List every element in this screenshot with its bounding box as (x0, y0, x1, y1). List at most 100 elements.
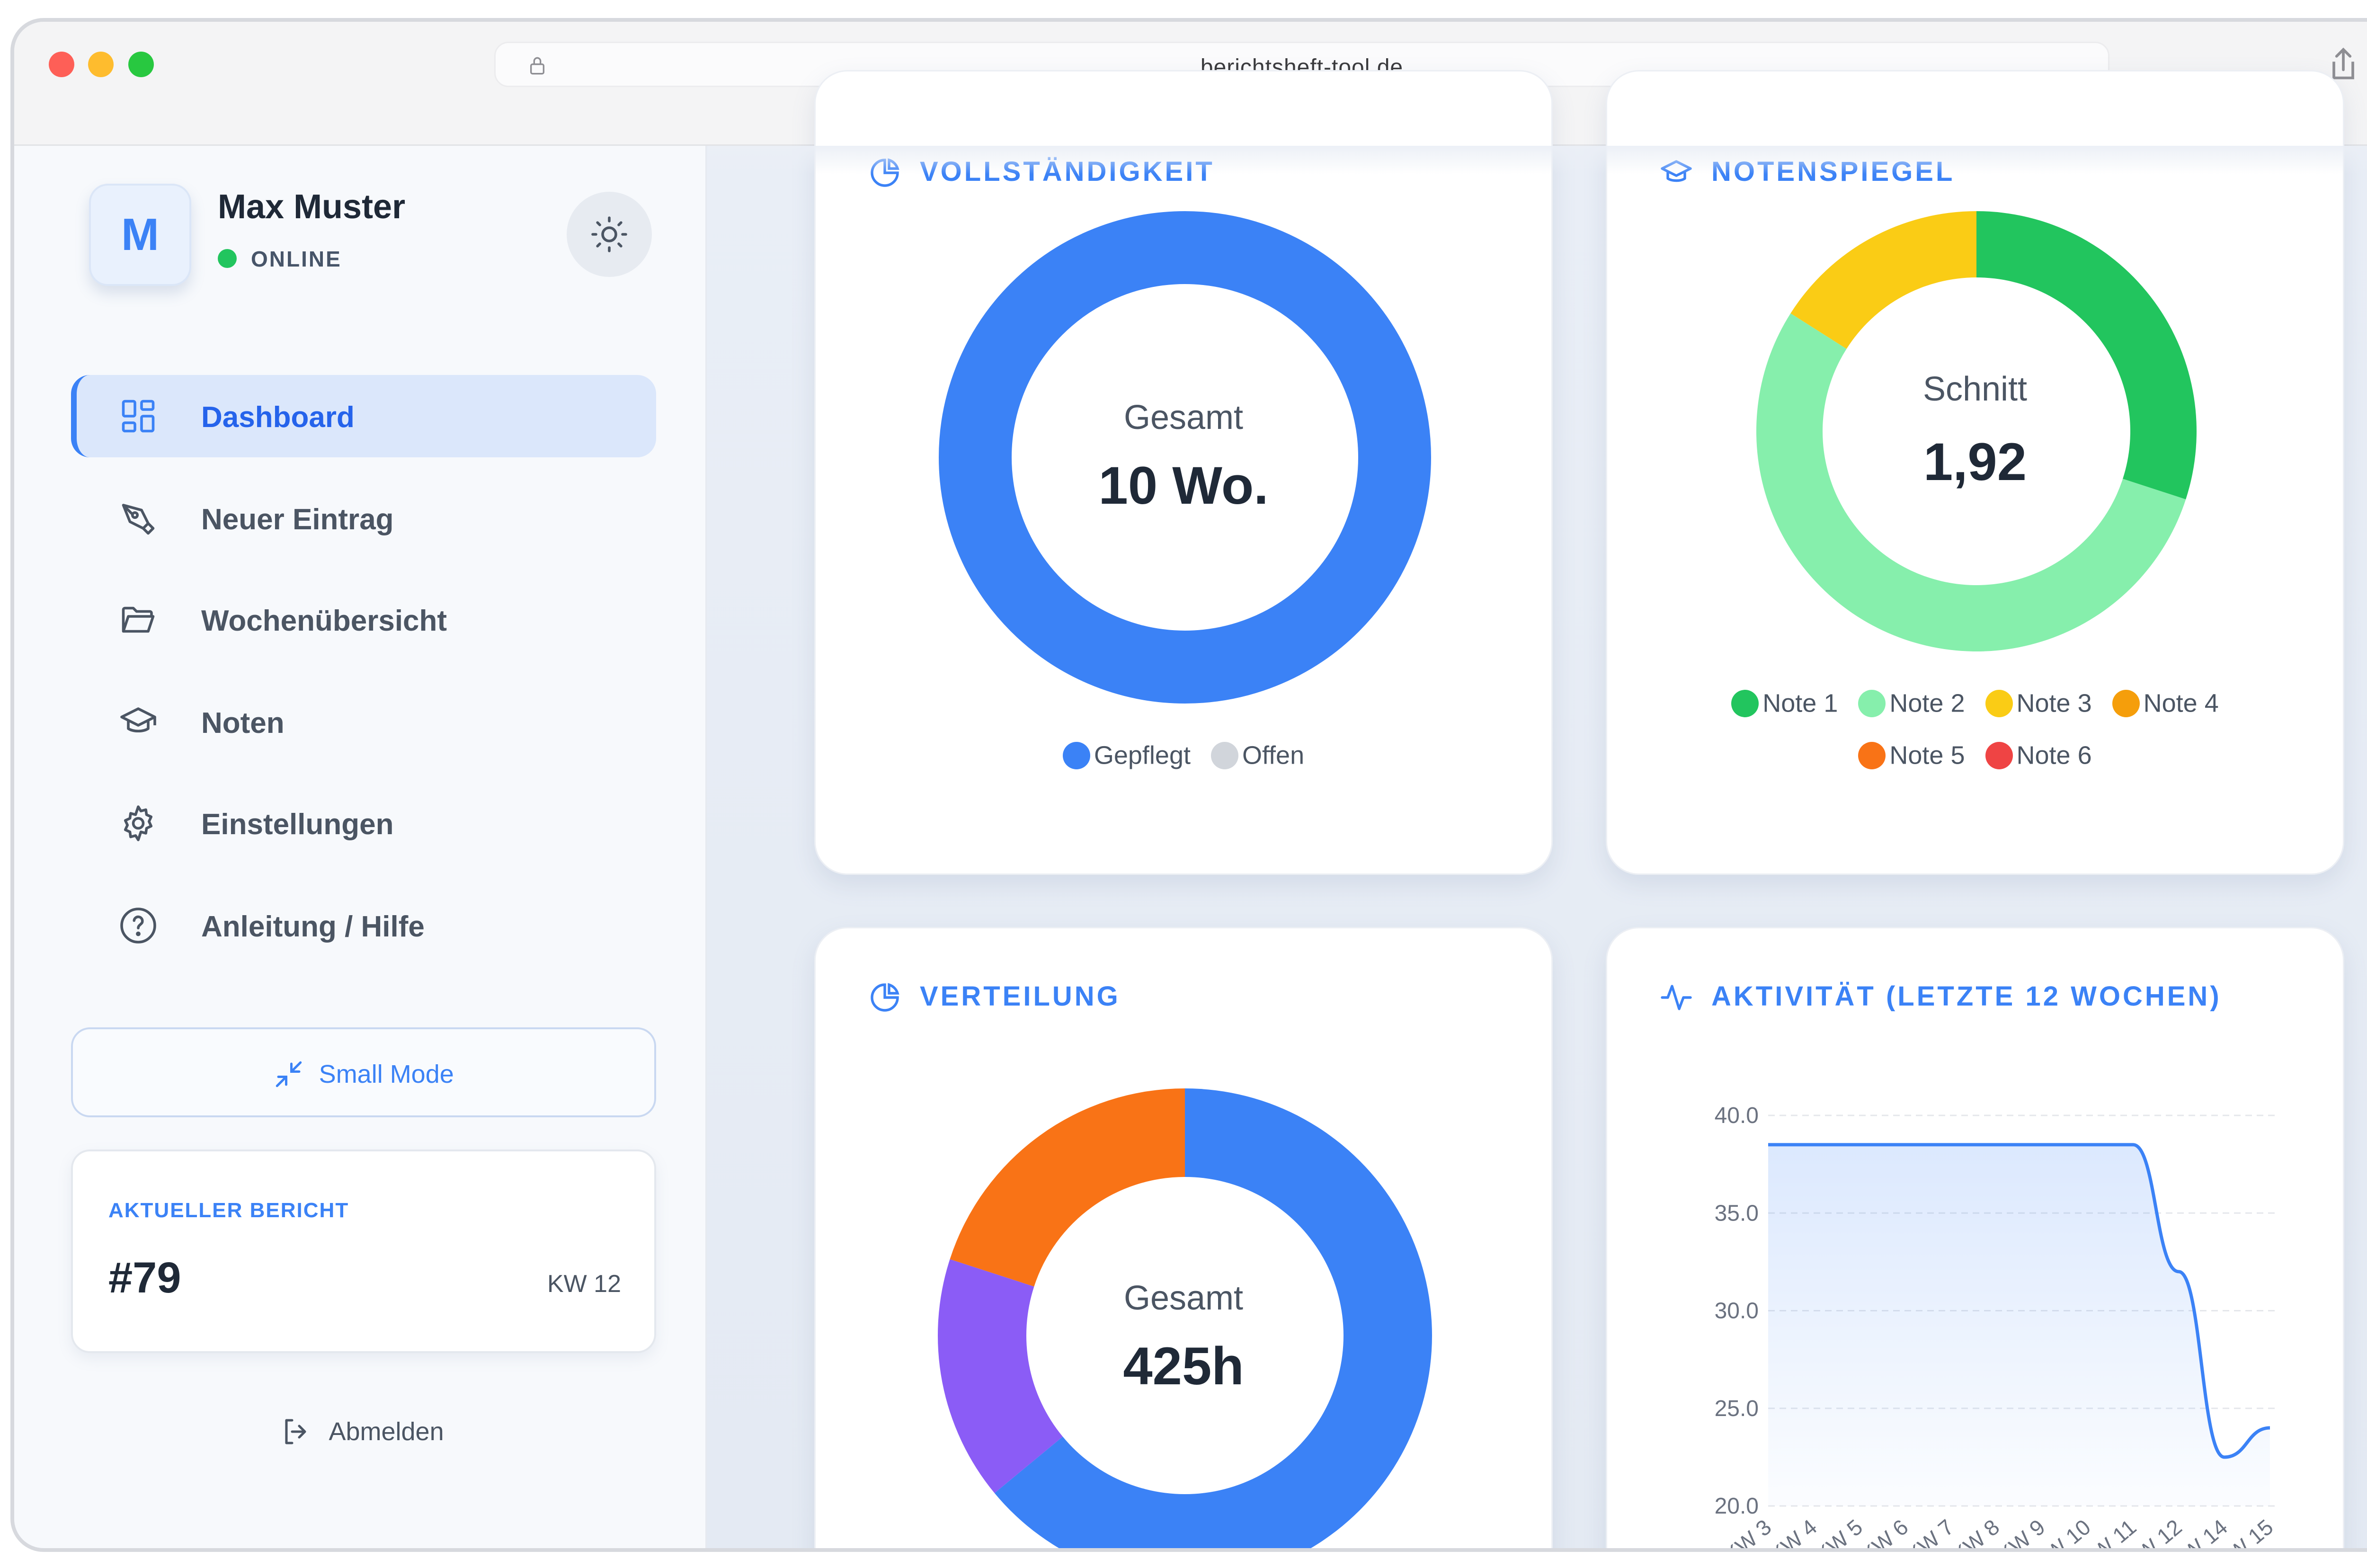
y-tick-label: 30.0 (1715, 1299, 1759, 1324)
avatar[interactable]: M (89, 184, 191, 286)
small-mode-label: Small Mode (319, 1060, 454, 1088)
grades-center-value: 1,92 (1923, 432, 2027, 491)
pie-chart-icon (871, 983, 899, 1012)
sidebar-item-label: Wochenübersicht (201, 605, 447, 637)
minimize-window-button[interactable] (88, 52, 114, 77)
legend-item-note-1[interactable]: Note 1 (1731, 687, 1838, 718)
slice-note-3[interactable] (1790, 211, 1976, 349)
legend-dot (1211, 741, 1239, 769)
sidebar-item-dashboard[interactable]: Dashboard (71, 375, 656, 457)
lock-icon (530, 57, 544, 75)
scroll-fade (708, 146, 2367, 174)
slice-note-2[interactable] (1756, 313, 2186, 651)
activity-line[interactable] (1768, 1143, 2270, 1459)
legend-item-note-2[interactable]: Note 2 (1858, 687, 1965, 718)
slice-note-1[interactable] (1976, 211, 2197, 499)
logout-icon (285, 1419, 306, 1444)
y-tick-label: 20.0 (1715, 1494, 1759, 1519)
legend-dot (1985, 689, 2013, 717)
share-icon[interactable] (2327, 45, 2360, 83)
logout-label: Abmelden (329, 1417, 444, 1446)
graduation-cap-icon (120, 707, 156, 733)
user-name: Max Muster (218, 188, 406, 226)
current-report-title: AKTUELLER BERICHT (108, 1199, 349, 1222)
grades-donut (1756, 211, 2197, 651)
sidebar-item-label: Noten (201, 707, 285, 739)
sidebar-item-label: Einstellungen (201, 808, 394, 841)
sidebar-item-noten[interactable]: Noten (71, 681, 656, 763)
distribution-title: VERTEILUNG (920, 981, 1121, 1012)
activity-pulse-icon (1661, 985, 1692, 1010)
grades-center-label: Schnitt (1922, 370, 2028, 408)
slice-blue[interactable] (994, 1088, 1432, 1552)
legend-label: Offen (1242, 741, 1305, 770)
folder-open-icon (122, 606, 155, 633)
sidebar-item-label: Dashboard (201, 401, 355, 434)
legend-label: Note 3 (2016, 689, 2092, 718)
legend-label: Note 2 (1889, 689, 1965, 718)
legend-item-offen[interactable]: Offen (1211, 739, 1304, 770)
legend-label: Note 6 (2016, 741, 2092, 770)
legend-dot (1062, 741, 1090, 769)
grades-legend-row-1: Note 1 Note 2 Note 3 Note 4 (1607, 687, 2343, 718)
close-window-button[interactable] (49, 52, 74, 77)
activity-title: AKTIVITÄT (LETZTE 12 WOCHEN) (1711, 981, 2222, 1012)
sidebar-item-einstellungen[interactable]: Einstellungen (71, 782, 656, 864)
completeness-card: VOLLSTÄNDIGKEIT Gesamt 10 Wo. Gepflegt O… (814, 70, 1553, 875)
sun-icon (591, 216, 627, 252)
completeness-center-value: 10 Wo. (1098, 456, 1269, 515)
legend-item-note-3[interactable]: Note 3 (1985, 687, 2092, 718)
distribution-center-label: Gesamt (1123, 1279, 1244, 1317)
maximize-window-button[interactable] (128, 52, 154, 77)
legend-label: Note 4 (2143, 689, 2219, 718)
legend-dot (1858, 689, 1886, 717)
legend-item-note-6[interactable]: Note 6 (1985, 739, 2092, 770)
small-mode-button[interactable]: Small Mode (71, 1027, 656, 1117)
current-report-number: #79 (108, 1254, 181, 1302)
current-report-card[interactable]: AKTUELLER BERICHT #79 KW 12 (71, 1149, 656, 1353)
online-status-dot (218, 249, 237, 268)
completeness-donut (939, 211, 1431, 704)
y-tick-label: 40.0 (1715, 1103, 1759, 1128)
activity-area (1768, 1144, 2270, 1506)
dashboard-grid-icon (122, 400, 155, 433)
activity-chart: 40.035.030.025.020.0KW 3KW 4KW 5KW 6KW 7… (1715, 1103, 2279, 1548)
current-report-week: KW 12 (547, 1270, 621, 1298)
completeness-slice-gepflegt (939, 211, 1431, 704)
legend-item-note-4[interactable]: Note 4 (2112, 687, 2219, 718)
sidebar: M Max Muster ONLINE Dashboard (14, 146, 707, 1548)
slice-orange[interactable] (950, 1088, 1185, 1287)
sidebar-item-neuer-eintrag[interactable]: Neuer Eintrag (71, 477, 656, 560)
app-content: M Max Muster ONLINE Dashboard (14, 70, 2367, 1552)
activity-card: AKTIVITÄT (LETZTE 12 WOCHEN) 40.0 35.0 30.… (1606, 927, 2344, 1548)
help-circle-icon (120, 908, 156, 944)
pen-tool-icon (122, 504, 155, 535)
browser-window: berichtsheft-tool.de M Max Muster ONLINE (10, 18, 2367, 1552)
gear-icon (124, 805, 153, 841)
grades-card: NOTENSPIEGEL Schnitt 1,92 Note 1 Note 2 … (1606, 70, 2344, 875)
grades-legend-row-2: Note 5 Note 6 (1607, 739, 2343, 770)
distribution-card: VERTEILUNG Gesamt 425h (814, 927, 1553, 1552)
legend-dot (1985, 741, 2013, 769)
legend-dot (2112, 689, 2140, 717)
online-status-label: ONLINE (251, 247, 342, 271)
completeness-center-label: Gesamt (1123, 399, 1244, 437)
minimize-arrows-icon (276, 1061, 302, 1087)
sidebar-item-anleitung-hilfe[interactable]: Anleitung / Hilfe (71, 884, 656, 967)
theme-toggle-button[interactable] (567, 192, 652, 277)
slice-purple[interactable] (938, 1259, 1063, 1493)
legend-item-note-5[interactable]: Note 5 (1858, 739, 1965, 770)
sidebar-item-label: Anleitung / Hilfe (201, 910, 425, 943)
y-tick-label: 25.0 (1715, 1396, 1759, 1421)
legend-label: Note 1 (1762, 689, 1838, 718)
legend-item-gepflegt[interactable]: Gepflegt (1062, 739, 1191, 770)
legend-label: Note 5 (1889, 741, 1965, 770)
completeness-legend: Gepflegt Offen (816, 739, 1551, 770)
legend-dot (1731, 689, 1759, 717)
legend-label: Gepflegt (1094, 741, 1191, 770)
y-tick-label: 35.0 (1715, 1201, 1759, 1226)
sidebar-item-wochenuebersicht[interactable]: Wochenübersicht (71, 579, 656, 661)
logout-button[interactable]: Abmelden (279, 1415, 444, 1449)
distribution-donut (938, 1088, 1432, 1552)
distribution-center-value: 425h (1123, 1336, 1244, 1396)
